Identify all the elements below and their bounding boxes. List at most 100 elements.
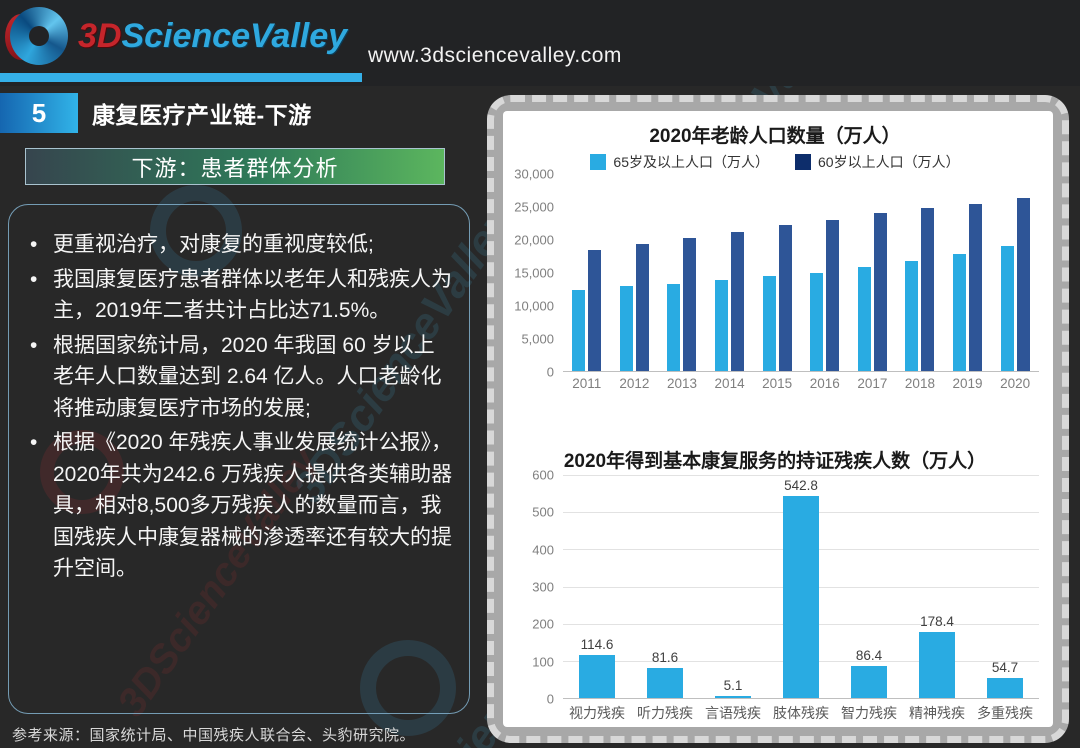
- x-tick-label: 言语残疾: [705, 705, 761, 721]
- y-tick-label: 20,000: [514, 232, 554, 248]
- x-tick-label: 2014: [714, 376, 745, 391]
- data-label: 5.1: [723, 678, 743, 694]
- y-tick-label: 10,000: [514, 298, 554, 314]
- data-label: 54.7: [991, 659, 1019, 675]
- website-url: www.3dsciencevalley.com: [368, 44, 622, 67]
- x-tick-label: 视力残疾: [569, 705, 625, 721]
- y-tick-label: 15,000: [514, 265, 554, 281]
- data-label: 114.6: [580, 637, 614, 653]
- bar-groups: [563, 174, 1039, 371]
- bar: [857, 266, 871, 371]
- bullet-item: 我国康复医疗患者群体以老年人和残疾人为主，2019年二者共计占比达71.5%。: [21, 264, 455, 327]
- x-tick-label: 2016: [809, 376, 840, 391]
- legend-swatch-icon: [795, 154, 811, 170]
- logo: 3DScienceValley: [5, 7, 347, 65]
- bar: [588, 249, 602, 371]
- bar: [572, 290, 586, 371]
- plot-area-wrap: 30,000 25,000 20,000 15,000 10,000 5,000 0: [511, 167, 1039, 380]
- bar: [635, 243, 649, 371]
- bar-group: 114.6: [563, 475, 631, 698]
- bar-group: [658, 174, 706, 371]
- x-tick-label: 2020: [1000, 376, 1031, 391]
- data-label: 178.4: [920, 613, 954, 629]
- legend-label: 60岁以上人口（万人）: [818, 154, 960, 170]
- x-tick-label: 精神残疾: [909, 705, 965, 721]
- y-tick-label: 5,000: [521, 331, 554, 347]
- bar: [810, 272, 824, 371]
- x-axis-labels: 2011 2012 2013 2014 2015 2016 2017 2018 2019 2020: [563, 372, 1039, 391]
- data-label: 86.4: [855, 647, 883, 663]
- bar: [731, 231, 745, 371]
- header: 3DScienceValley www.3dsciencevalley.com: [0, 0, 1080, 86]
- logo-text-sciencevalley: ScienceValley: [121, 16, 348, 55]
- logo-underline: [0, 73, 362, 82]
- bar: [921, 207, 935, 371]
- bar: [969, 204, 983, 371]
- data-label: 542.8: [784, 478, 818, 494]
- bar-group: 81.6: [631, 475, 699, 698]
- chart-title: 2020年老龄人口数量（万人）: [649, 126, 901, 147]
- logo-text-3d: 3D: [78, 16, 122, 55]
- logo-text: 3DScienceValley: [78, 17, 347, 56]
- y-tick-label: 600: [532, 467, 554, 483]
- bullet-item: 根据国家统计局，2020 年我国 60 岁以上老年人口数量达到 2.64 亿人。…: [21, 330, 455, 425]
- bar: [715, 279, 729, 371]
- bar: [953, 254, 967, 371]
- logo-swirl-icon: [5, 7, 68, 65]
- chart-legend: 65岁及以上人口（万人） 60岁以上人口（万人）: [511, 150, 1039, 174]
- bar-group: [801, 174, 849, 371]
- bar: [619, 286, 633, 371]
- y-tick-label: 100: [532, 654, 554, 670]
- bar-group: [753, 174, 801, 371]
- y-tick-label: 0: [546, 364, 554, 380]
- bar-group: [706, 174, 754, 371]
- bar-group: [611, 174, 659, 371]
- legend-label: 65岁及以上人口（万人）: [613, 154, 769, 170]
- page-title: 康复医疗产业链-下游: [92, 102, 312, 128]
- legend-swatch-icon: [590, 154, 607, 170]
- bullet-item: 根据《2020 年残疾人事业发展统计公报》，2020年共为242.6 万残疾人提…: [21, 427, 455, 585]
- bar: [579, 655, 615, 698]
- bar-group: [563, 174, 611, 371]
- bullet-box: 更重视治疗，对康复的重视度较低;我国康复医疗患者群体以老年人和残疾人为主，201…: [8, 204, 470, 714]
- section-subtitle: 下游：患者群体分析: [25, 148, 445, 185]
- bar: [919, 631, 955, 698]
- bullet-list: 更重视治疗，对康复的重视度较低;我国康复医疗患者群体以老年人和残疾人为主，201…: [21, 229, 455, 585]
- bar: [778, 225, 792, 371]
- plot-area: [563, 174, 1039, 372]
- gridline: [563, 475, 1039, 476]
- x-tick-label: 2019: [952, 376, 983, 391]
- bar: [873, 212, 887, 371]
- bar: [715, 696, 751, 698]
- bar: [851, 665, 887, 698]
- bar: [905, 261, 919, 371]
- bar-groups: 114.6 81.6 5.1 542.8 86.4 178.4 54.7: [563, 475, 1039, 698]
- plot-area-wrap: 600 500 400 300 200 100 0 114.6 81.6 5.1 542.8 86.…: [511, 468, 1039, 707]
- x-tick-label: 多重残疾: [977, 705, 1033, 721]
- legend-item: 60岁以上人口（万人）: [795, 152, 960, 172]
- bar: [783, 496, 819, 698]
- y-tick-label: 400: [532, 542, 554, 558]
- x-tick-label: 2011: [572, 376, 602, 391]
- bullet-item: 更重视治疗，对康复的重视度较低;: [21, 229, 455, 261]
- bar-group: 542.8: [767, 475, 835, 698]
- x-tick-label: 2013: [666, 376, 697, 391]
- bar: [683, 238, 697, 371]
- bar-group: 86.4: [835, 475, 903, 698]
- bar-group: [991, 174, 1039, 371]
- plot-area: 114.6 81.6 5.1 542.8 86.4 178.4 54.7: [563, 475, 1039, 699]
- x-tick-label: 听力残疾: [637, 705, 693, 721]
- bar-group: [944, 174, 992, 371]
- slide-number-badge: 5: [0, 93, 78, 133]
- x-tick-label: 智力残疾: [841, 705, 897, 721]
- y-axis: 600 500 400 300 200 100 0: [511, 468, 563, 707]
- x-tick-label: 2015: [762, 376, 793, 391]
- bar: [826, 219, 840, 371]
- chart-panel-inner: 2020年老龄人口数量（万人） 65岁及以上人口（万人） 60岁以上人口（万人） …: [503, 111, 1053, 727]
- x-tick-label: 肢体残疾: [773, 705, 829, 721]
- source-note: 参考来源：国家统计局、中国残疾人联合会、头豹研究院。: [12, 727, 416, 744]
- bar-group: 178.4: [903, 475, 971, 698]
- y-tick-label: 25,000: [514, 199, 554, 215]
- bar-group: 54.7: [971, 475, 1039, 698]
